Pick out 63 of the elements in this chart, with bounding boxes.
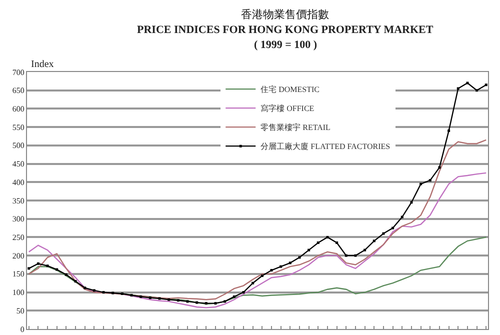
line-series <box>28 172 487 308</box>
point <box>130 294 133 296</box>
y-axis-title: Index <box>31 59 54 70</box>
y-tick-label: 400 <box>12 178 24 187</box>
line-series <box>28 82 488 305</box>
point <box>186 300 189 303</box>
legend-label: 住宅 DOMESTIC <box>260 85 320 94</box>
point <box>280 265 282 268</box>
line-series <box>28 139 487 300</box>
y-tick-label: 350 <box>12 196 24 206</box>
y-tick-label: 250 <box>12 233 24 242</box>
point <box>148 296 152 300</box>
point <box>308 248 310 252</box>
point <box>336 241 338 244</box>
point <box>168 298 170 301</box>
chart-title: 香港物業售價指數 <box>241 8 329 21</box>
point <box>438 166 441 169</box>
point <box>428 179 432 182</box>
point <box>28 267 30 270</box>
y-tick-label: 700 <box>12 68 24 77</box>
text: ( 1999 = 100 ) <box>254 39 318 51</box>
point <box>410 201 413 204</box>
point <box>298 256 301 259</box>
point <box>176 299 180 302</box>
point <box>196 301 198 304</box>
point <box>456 87 460 90</box>
point <box>224 300 226 303</box>
point <box>382 232 385 235</box>
point <box>354 254 357 257</box>
point <box>344 254 348 257</box>
y-tick-label: 500 <box>12 141 24 150</box>
y-tick-label: 0 <box>20 324 24 334</box>
legend-label: 分層工廠大廈 FLATTED FACTORIES <box>260 142 390 152</box>
point <box>392 226 394 230</box>
point <box>400 216 404 218</box>
point <box>140 295 142 298</box>
y-tick-label: 600 <box>12 104 24 114</box>
y-tick-label: 100 <box>12 288 24 298</box>
y-tick-label: 450 <box>12 160 24 169</box>
point <box>204 302 208 305</box>
point <box>102 291 105 294</box>
y-tick-label: 650 <box>12 86 24 96</box>
y-tick-label: 300 <box>12 214 24 224</box>
point <box>56 268 58 271</box>
point <box>316 241 320 244</box>
point <box>36 262 40 265</box>
point <box>466 82 469 84</box>
point <box>84 286 86 290</box>
point <box>92 289 96 292</box>
chart-subtitle: PRICE INDICES FOR HONG KONG PROPERTY MARKET <box>137 24 434 36</box>
point <box>288 262 292 264</box>
point <box>242 291 245 294</box>
y-tick-label: 50 <box>16 306 24 316</box>
point <box>484 84 488 86</box>
legend-label: 零售業樓宇 RETAIL <box>260 123 331 132</box>
y-tick-label: 550 <box>12 122 24 132</box>
point <box>252 282 254 284</box>
y-tick-label: 200 <box>12 251 24 260</box>
point <box>214 302 217 305</box>
legend-label: 寫字樓 OFFICE <box>260 104 314 114</box>
point <box>364 248 366 252</box>
y-tick-label: 150 <box>12 270 24 279</box>
point <box>46 264 49 268</box>
